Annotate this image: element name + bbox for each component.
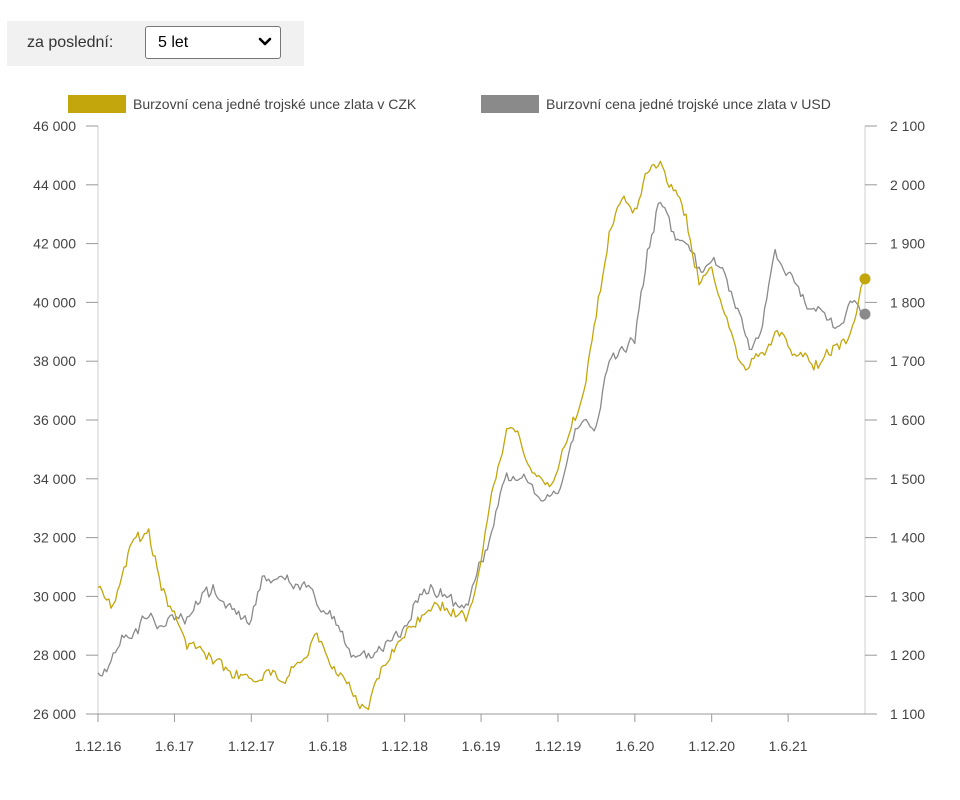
x-tick-label: 1.12.17: [228, 738, 275, 754]
y-left-tick-label: 38 000: [33, 353, 76, 369]
y-right-tick-label: 1 500: [890, 471, 925, 487]
x-tick-label: 1.6.18: [308, 738, 347, 754]
x-tick-label: 1.6.20: [615, 738, 654, 754]
y-left-tick-label: 40 000: [33, 294, 76, 310]
y-right-tick-label: 1 100: [890, 706, 925, 722]
y-right-tick-label: 1 200: [890, 647, 925, 663]
y-left-tick-label: 30 000: [33, 588, 76, 604]
chevron-down-icon: [258, 37, 272, 46]
y-left-tick-label: 34 000: [33, 471, 76, 487]
gold-price-chart: Burzovní cena jedné trojské unce zlata v…: [33, 95, 925, 754]
x-tick-label: 1.6.17: [155, 738, 194, 754]
y-right-tick-label: 1 800: [890, 294, 925, 310]
y-right-tick-label: 1 900: [890, 236, 925, 252]
y-left-tick-label: 32 000: [33, 530, 76, 546]
y-left-tick-label: 46 000: [33, 118, 76, 134]
chart-legend: Burzovní cena jedné trojské unce zlata v…: [68, 95, 831, 113]
chart-series-lines: [97, 160, 871, 711]
legend-swatch-czk: [68, 95, 126, 113]
y-right-tick-label: 1 400: [890, 530, 925, 546]
y-left-tick-label: 36 000: [33, 412, 76, 428]
y-left-tick-label: 28 000: [33, 647, 76, 663]
legend-item-usd[interactable]: Burzovní cena jedné trojské unce zlata v…: [481, 95, 831, 113]
series-line-czk: [97, 160, 866, 711]
x-tick-label: 1.12.16: [75, 738, 122, 754]
period-select[interactable]: 5 let: [145, 26, 281, 59]
x-tick-label: 1.6.19: [462, 738, 501, 754]
series-endpoint-czk: [859, 273, 871, 285]
y-left-tick-label: 26 000: [33, 706, 76, 722]
x-tick-label: 1.12.19: [535, 738, 582, 754]
legend-item-czk[interactable]: Burzovní cena jedné trojské unce zlata v…: [68, 95, 417, 113]
period-label: za poslední:: [27, 34, 114, 51]
series-endpoint-usd: [859, 308, 871, 320]
y-right-tick-label: 2 100: [890, 118, 925, 134]
period-select-value: 5 let: [158, 34, 189, 51]
legend-label-czk: Burzovní cena jedné trojské unce zlata v…: [133, 96, 417, 112]
x-tick-label: 1.12.20: [688, 738, 735, 754]
y-right-tick-label: 1 300: [890, 588, 925, 604]
x-tick-label: 1.6.21: [769, 738, 808, 754]
y-right-tick-label: 1 600: [890, 412, 925, 428]
y-left-tick-label: 44 000: [33, 177, 76, 193]
period-filter: za poslední: 5 let: [7, 21, 304, 66]
x-tick-label: 1.12.18: [381, 738, 428, 754]
legend-label-usd: Burzovní cena jedné trojské unce zlata v…: [546, 96, 831, 112]
series-line-usd: [97, 201, 866, 677]
chart-axes: 26 000 28 000 30 000 32 000 34 000 36 000 38 0…: [33, 118, 925, 754]
legend-swatch-usd: [481, 95, 539, 113]
y-right-tick-label: 2 000: [890, 177, 925, 193]
y-right-tick-label: 1 700: [890, 353, 925, 369]
y-left-tick-label: 42 000: [33, 236, 76, 252]
